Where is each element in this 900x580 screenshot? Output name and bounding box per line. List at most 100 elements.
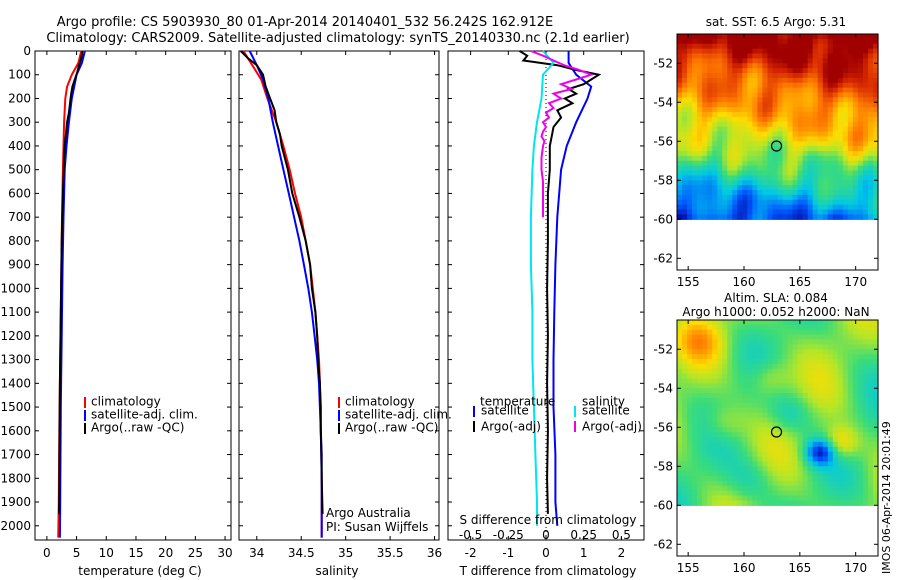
heatmap-cell (687, 112, 693, 118)
heatmap-cell (707, 354, 713, 360)
heatmap-cell (847, 495, 854, 502)
heatmap-cell (787, 324, 794, 331)
heatmap-cell (837, 209, 844, 216)
heatmap-cell (812, 209, 819, 216)
heatmap-cell (707, 388, 713, 394)
heatmap-cell (767, 417, 774, 423)
heatmap-cell (782, 407, 789, 414)
heatmap-cell (692, 180, 698, 186)
heatmap-cell (707, 199, 713, 206)
heatmap-cell (792, 116, 799, 123)
heatmap-cell (737, 63, 743, 69)
heatmap-cell (702, 476, 708, 482)
heatmap-cell (702, 136, 708, 142)
heatmap-cell (797, 456, 804, 463)
heatmap-cell (782, 141, 789, 147)
heatmap-cell (867, 456, 874, 463)
heatmap-cell (707, 339, 713, 345)
heatmap-cell (862, 383, 869, 389)
heatmap-cell (752, 199, 759, 206)
heatmap-cell (792, 422, 799, 428)
heatmap-cell (782, 165, 789, 172)
heatmap-cell (802, 146, 809, 152)
heatmap-cell (847, 107, 854, 113)
heatmap-cell (767, 209, 774, 216)
heatmap-cell (752, 427, 759, 433)
heatmap-cell (757, 417, 764, 423)
heatmap-cell (812, 107, 819, 113)
sla-heatmap (677, 320, 879, 506)
heatmap-cell (842, 368, 849, 375)
heatmap-cell (792, 490, 799, 497)
heatmap-cell (812, 398, 819, 404)
heatmap-cell (702, 354, 708, 360)
heatmap-cell (852, 398, 859, 404)
heatmap-cell (827, 427, 834, 433)
heatmap-cell (822, 373, 829, 380)
heatmap-cell (702, 160, 708, 167)
heatmap-cell (812, 73, 819, 79)
heatmap-cell (817, 34, 824, 40)
heatmap-cell (862, 48, 869, 55)
heatmap-cell (842, 199, 849, 206)
heatmap-cell (712, 131, 718, 137)
heatmap-cell (837, 121, 844, 128)
heatmap-cell (872, 53, 879, 59)
heatmap-cell (737, 461, 743, 467)
temperature-series (57, 50, 86, 538)
difference-series (519, 50, 602, 526)
heatmap-cell (767, 185, 774, 191)
heatmap-cell (737, 180, 743, 186)
heatmap-cell (832, 146, 839, 152)
heatmap-cell (722, 320, 728, 326)
heatmap-cell (762, 34, 769, 40)
heatmap-cell (712, 190, 718, 196)
heatmap-cell (677, 199, 683, 206)
heatmap-cell (722, 194, 728, 201)
heatmap-cell (682, 58, 688, 64)
heatmap-cell (732, 495, 738, 502)
heatmap-cell (807, 378, 814, 384)
heatmap-cell (737, 363, 743, 370)
heatmap-cell (732, 456, 738, 463)
heatmap-cell (722, 427, 728, 433)
heatmap-cell (722, 480, 728, 487)
heatmap-cell (727, 204, 733, 211)
heatmap-cell (727, 107, 733, 113)
heatmap-cell (712, 121, 718, 128)
heatmap-cell (757, 349, 764, 355)
heatmap-cell (707, 441, 713, 448)
heatmap-cell (742, 471, 748, 477)
heatmap-cell (817, 339, 824, 345)
heatmap-cell (717, 38, 723, 45)
heatmap-cell (757, 359, 764, 365)
heatmap-cell (682, 53, 688, 59)
heatmap-cell (707, 461, 713, 467)
heatmap-cell (847, 437, 854, 443)
heatmap-cell (812, 349, 819, 355)
heatmap-cell (752, 476, 759, 482)
heatmap-cell (802, 43, 809, 50)
heatmap-cell (767, 393, 774, 399)
heatmap-cell (732, 344, 738, 350)
heatmap-cell (742, 97, 748, 103)
heatmap-cell (842, 344, 849, 350)
heatmap-cell (827, 190, 834, 196)
heatmap-cell (797, 422, 804, 428)
heatmap-cell (787, 160, 794, 167)
heatmap-cell (747, 141, 753, 147)
heatmap-cell (677, 363, 683, 370)
heatmap-cell (862, 58, 869, 64)
heatmap-cell (857, 359, 864, 365)
heatmap-cell (702, 170, 708, 177)
heatmap-cell (832, 112, 839, 118)
heatmap-cell (712, 97, 718, 103)
heatmap-cell (837, 393, 844, 399)
heatmap-cell (862, 214, 869, 220)
heatmap-cell (812, 466, 819, 472)
heatmap-cell (722, 107, 728, 113)
x-tick-label: 34.5 (288, 546, 315, 560)
heatmap-cell (692, 58, 698, 64)
heatmap-cell (832, 160, 839, 167)
heatmap-cell (677, 320, 683, 326)
